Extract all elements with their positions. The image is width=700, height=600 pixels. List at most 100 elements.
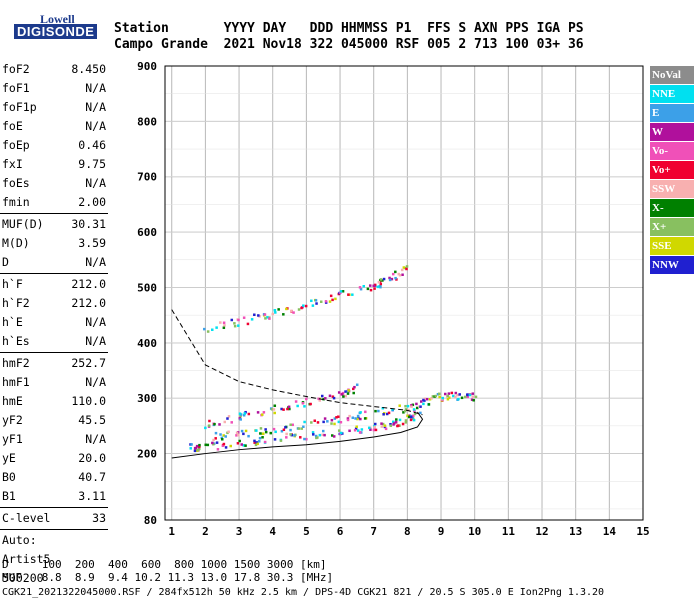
echo-point xyxy=(221,438,224,441)
param-name: 500200 xyxy=(2,571,44,585)
param-row: C-level 33 xyxy=(0,509,108,528)
echo-point xyxy=(401,422,405,426)
echo-point xyxy=(272,408,276,411)
echo-point xyxy=(242,316,246,319)
echo-point xyxy=(408,414,411,417)
param-value: N/A xyxy=(85,334,106,348)
echo-point xyxy=(319,300,323,304)
echo-point xyxy=(273,438,277,441)
echo-point xyxy=(404,408,408,411)
echo-point xyxy=(323,433,326,437)
echo-point xyxy=(221,444,225,447)
echo-point xyxy=(381,422,385,426)
param-row: yF2 45.5 xyxy=(0,411,108,430)
echo-point xyxy=(381,279,384,282)
echo-point xyxy=(337,420,341,424)
param-row: hmF2 252.7 xyxy=(0,354,108,373)
echo-point xyxy=(344,390,347,393)
trace-3 xyxy=(203,265,409,333)
param-value: 20.0 xyxy=(78,451,106,465)
echo-point xyxy=(321,433,324,437)
echo-point xyxy=(354,427,358,430)
echo-point xyxy=(261,413,264,416)
echo-point xyxy=(303,437,306,441)
echo-point xyxy=(219,321,222,324)
echo-point xyxy=(401,273,404,276)
echo-point xyxy=(358,286,362,289)
trace-0 xyxy=(189,406,422,453)
echo-point xyxy=(244,429,248,433)
echo-point xyxy=(230,421,233,424)
echo-point xyxy=(256,442,259,446)
echo-point xyxy=(242,414,246,417)
echo-point xyxy=(410,405,413,408)
x-tick-label: 13 xyxy=(569,525,582,538)
echo-point xyxy=(314,299,318,302)
echo-point xyxy=(346,392,350,395)
param-row: MUF(D) 30.31 xyxy=(0,215,108,234)
echo-point xyxy=(207,424,211,427)
echo-point xyxy=(315,302,318,305)
x-tick-label: 9 xyxy=(438,525,445,538)
param-name: hmE xyxy=(2,394,23,408)
echo-point xyxy=(410,415,413,419)
param-row: fxI 9.75 xyxy=(0,155,108,174)
echo-point xyxy=(330,418,334,422)
echo-point xyxy=(351,293,354,296)
legend-item: SSE xyxy=(650,237,694,255)
y-tick-label: 900 xyxy=(137,60,157,73)
echo-point xyxy=(398,404,401,407)
param-row: B1 3.11 xyxy=(0,487,108,506)
echo-point xyxy=(212,442,215,446)
echo-point xyxy=(394,276,397,280)
separator xyxy=(0,213,108,214)
echo-point xyxy=(293,434,296,437)
echo-point xyxy=(364,410,367,414)
echo-point xyxy=(411,403,415,407)
param-row: Auto: xyxy=(0,531,108,550)
echo-point xyxy=(395,418,398,421)
param-name: yF2 xyxy=(2,413,23,427)
echo-point xyxy=(454,391,458,395)
legend-item: E xyxy=(650,104,694,122)
echo-point xyxy=(257,314,260,317)
echo-point xyxy=(387,411,391,415)
echo-point xyxy=(195,444,199,448)
echo-point xyxy=(218,423,221,426)
echo-point xyxy=(474,395,478,399)
echo-point xyxy=(466,395,470,399)
echo-point xyxy=(272,427,276,431)
echo-point xyxy=(328,300,332,303)
param-row: h`E N/A xyxy=(0,313,108,332)
param-name: Artist5 xyxy=(2,552,51,566)
echo-point xyxy=(437,392,441,396)
param-name: Auto: xyxy=(2,533,37,547)
echo-point xyxy=(287,405,291,409)
param-row: yF1 N/A xyxy=(0,430,108,449)
trace-2 xyxy=(204,383,359,430)
legend-item: X+ xyxy=(650,218,694,236)
param-name: h`Es xyxy=(2,334,30,348)
echo-point xyxy=(373,283,377,287)
y-tick-label: 800 xyxy=(137,115,157,128)
echo-point xyxy=(380,425,384,428)
echo-point xyxy=(254,443,258,447)
echo-point xyxy=(389,424,393,428)
echo-point xyxy=(413,412,417,416)
echo-point xyxy=(198,443,201,447)
echo-point xyxy=(305,397,308,401)
param-name: h`F xyxy=(2,277,23,291)
echo-point xyxy=(223,420,227,424)
echo-point xyxy=(279,439,283,442)
echo-point xyxy=(353,428,357,432)
echo-point xyxy=(224,435,227,438)
echo-point xyxy=(196,448,200,452)
echo-point xyxy=(274,311,277,314)
echo-point xyxy=(398,418,402,422)
echo-point xyxy=(320,394,324,398)
echo-point xyxy=(305,437,308,441)
echo-point xyxy=(335,416,338,419)
x-tick-label: 6 xyxy=(337,525,344,538)
echo-point xyxy=(313,419,317,422)
param-name: fmin xyxy=(2,195,30,209)
